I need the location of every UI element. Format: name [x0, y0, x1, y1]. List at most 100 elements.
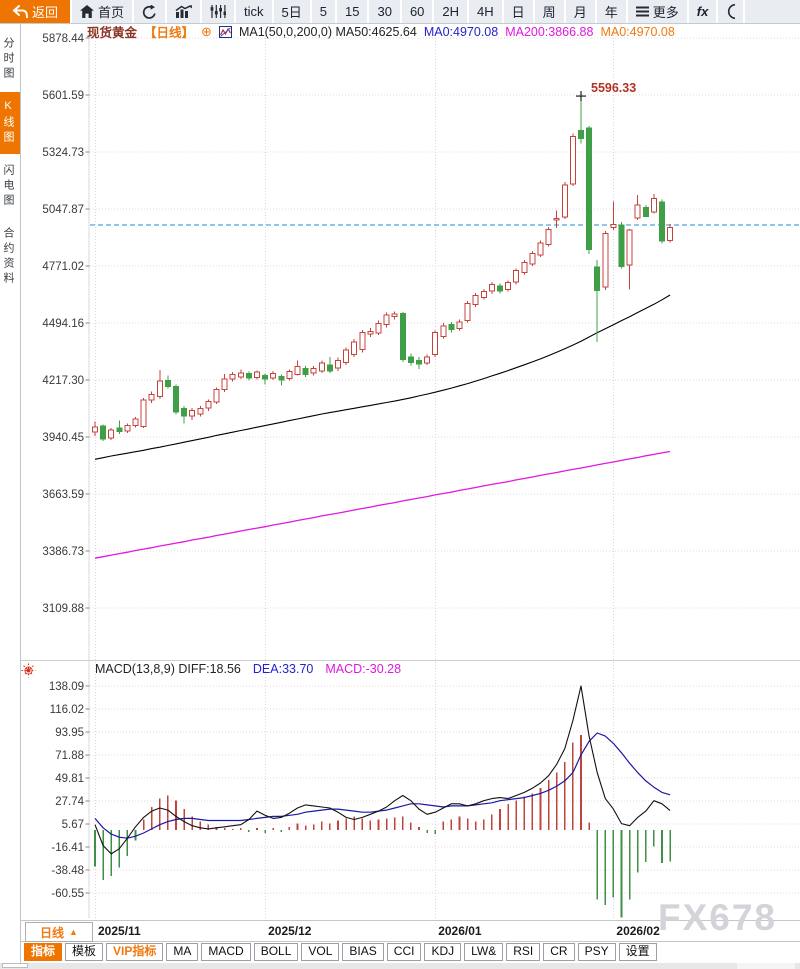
- clock-partial-icon: [726, 3, 736, 20]
- plus-circle-icon[interactable]: ⊕: [201, 23, 212, 39]
- ma-settings-label: MA1(50,0,200,0) MA50:4625.64: [238, 24, 417, 39]
- back-button[interactable]: 返回: [0, 0, 73, 23]
- tab-template[interactable]: 模板: [65, 943, 104, 961]
- macd-hist-value: MACD:-30.28: [325, 661, 402, 676]
- watermark: FX678: [658, 897, 778, 938]
- tab-vol[interactable]: VOL: [301, 943, 340, 961]
- scrollbar-left-box[interactable]: [2, 963, 28, 968]
- grid-lines: [21, 30, 800, 918]
- y-axis-label: 5324.73: [42, 147, 84, 159]
- more-button[interactable]: 更多: [628, 0, 689, 23]
- ma50-line: [94, 294, 671, 460]
- indicator-adjust-button[interactable]: [202, 0, 237, 23]
- more-button-label: 更多: [652, 5, 679, 20]
- timeframe-30m-button-label: 30: [377, 4, 392, 19]
- x-axis-label: 2025/12: [268, 924, 312, 938]
- period-label: 【日线】: [144, 26, 195, 40]
- tab-bias[interactable]: BIAS: [342, 943, 384, 961]
- macd-header: MACD(13,8,9) DIFF:18.56 DEA:33.70 MACD:-…: [95, 661, 401, 676]
- timeframe-year-button-label: 年: [604, 5, 618, 20]
- fx-button[interactable]: fx: [689, 0, 719, 23]
- timeframe-5d-button[interactable]: 5日: [274, 0, 312, 23]
- timeframe-year-button[interactable]: 年: [597, 0, 628, 23]
- macd-diff-line: [94, 685, 671, 855]
- symbol-name: 现货黄金: [87, 26, 138, 40]
- ma200-line: [94, 450, 671, 559]
- bottom-scrollbar[interactable]: [0, 963, 800, 969]
- timeframe-60m-button[interactable]: 60: [402, 0, 435, 23]
- y-axis-label: -38.48: [51, 865, 84, 877]
- tick-button[interactable]: tick: [236, 0, 274, 23]
- period-selector[interactable]: 日线 ▲: [25, 922, 93, 942]
- tab-macd[interactable]: MACD: [201, 943, 251, 961]
- timeframe-week-button-label: 周: [542, 5, 556, 20]
- timeframe-5m-button-label: 5: [319, 4, 327, 19]
- scrollbar-thumb[interactable]: [737, 963, 795, 969]
- chart-header: 现货黄金 【日线】 ⊕ MA1(50,0,200,0) MA50:4625.64…: [87, 23, 675, 41]
- timeframe-15m-button-label: 15: [345, 4, 360, 19]
- home-button-label: 首页: [98, 5, 125, 20]
- sidebar-item-kline-chart[interactable]: K线图: [0, 92, 20, 154]
- tab-settings[interactable]: 设置: [618, 943, 657, 961]
- tab-lw[interactable]: LW&: [464, 943, 504, 961]
- axis-labels: 5878.44 5601.59 5324.73 5047.87 4771.02 4494.…: [42, 33, 84, 900]
- timeframe-2h-button[interactable]: 2H: [434, 0, 470, 23]
- y-axis-label: 49.81: [55, 773, 84, 785]
- y-axis-label: 27.74: [55, 796, 84, 808]
- chart-style-button[interactable]: [167, 0, 203, 23]
- timeframe-5m-button[interactable]: 5: [312, 0, 337, 23]
- tab-boll[interactable]: BOLL: [253, 943, 299, 961]
- refresh-icon: [142, 4, 157, 19]
- y-axis-label: -16.41: [51, 842, 84, 854]
- y-axis-label: 5047.87: [42, 204, 84, 216]
- y-axis-label: 4771.02: [42, 261, 84, 273]
- bar-chart-icon: [175, 5, 192, 18]
- sidebar-item-lightning-chart[interactable]: 闪电图: [2, 164, 14, 209]
- timeframe-30m-button[interactable]: 30: [369, 0, 402, 23]
- tick-button-label: tick: [244, 4, 264, 19]
- macd-histogram: [94, 735, 671, 918]
- timeframe-week-button[interactable]: 周: [535, 0, 566, 23]
- indicator-tabs: 指标 模板 VIP指标 MA MACD BOLL VOL BIAS CCI KDJ LW& RSI CR…: [24, 943, 660, 961]
- clock-button[interactable]: [718, 0, 746, 23]
- tab-cr[interactable]: CR: [543, 943, 575, 961]
- y-axis-label: 116.02: [50, 704, 84, 716]
- ma0-blue-value: MA0:4970.08: [423, 24, 499, 39]
- sidebar-item-time-chart[interactable]: 分时图: [2, 37, 14, 82]
- tab-vip-indicator[interactable]: VIP指标: [106, 943, 164, 961]
- mini-chart-icon[interactable]: [218, 25, 232, 38]
- y-axis-label: 3109.88: [42, 603, 84, 615]
- indicator-settings-sun-icon[interactable]: [21, 663, 36, 683]
- timeframe-4h-button[interactable]: 4H: [469, 0, 504, 23]
- timeframe-day-button-label: 日: [511, 5, 525, 20]
- menu-icon: [635, 6, 649, 17]
- macd-dea-line: [94, 732, 671, 839]
- timeframe-15m-button[interactable]: 15: [337, 0, 370, 23]
- y-axis-label: 3940.45: [42, 432, 84, 444]
- sidebar-item-contract-info[interactable]: 合约资料: [2, 227, 14, 287]
- timeframe-2h-button-label: 2H: [442, 4, 460, 19]
- tab-rsi[interactable]: RSI: [506, 943, 541, 961]
- timeframe-month-button-label: 月: [573, 5, 587, 20]
- tab-ma[interactable]: MA: [166, 943, 199, 961]
- timeframe-4h-button-label: 4H: [477, 4, 494, 19]
- candles-icon: [210, 5, 227, 18]
- y-axis-label: 93.95: [55, 727, 84, 739]
- ma0-orange-value: MA0:4970.08: [600, 24, 675, 39]
- tab-cci[interactable]: CCI: [386, 943, 422, 961]
- x-axis-label: 2026/02: [616, 924, 660, 938]
- tab-kdj[interactable]: KDJ: [424, 943, 462, 961]
- tab-indicator[interactable]: 指标: [24, 943, 63, 961]
- chevron-up-icon: ▲: [69, 927, 78, 937]
- timeframe-day-button[interactable]: 日: [504, 0, 535, 23]
- y-axis-label: 5878.44: [42, 33, 84, 45]
- refresh-button[interactable]: [134, 0, 168, 23]
- back-arrow-icon: [12, 5, 28, 18]
- home-button[interactable]: 首页: [72, 0, 135, 23]
- y-axis-label: 138.09: [49, 681, 84, 693]
- timeframe-month-button[interactable]: 月: [566, 0, 597, 23]
- high-price-annotation: 5596.33: [591, 81, 636, 95]
- home-icon: [80, 5, 95, 18]
- tab-psy[interactable]: PSY: [577, 943, 616, 961]
